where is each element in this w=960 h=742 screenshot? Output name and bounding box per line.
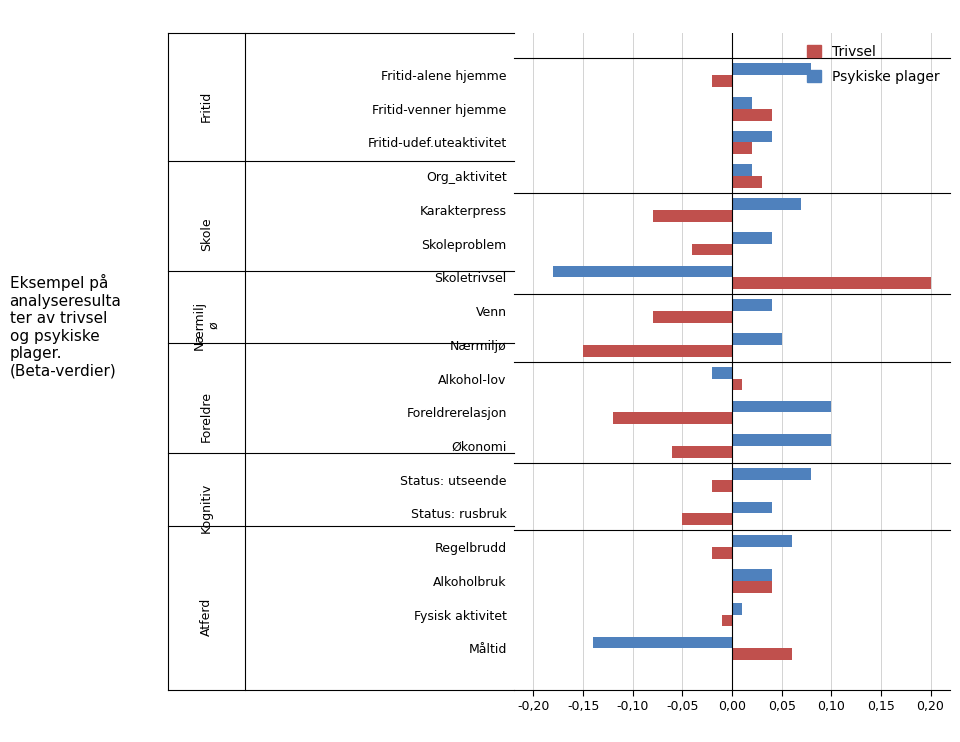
Text: Fritid: Fritid: [200, 91, 213, 122]
Bar: [722, 614, 732, 626]
Bar: [732, 63, 811, 75]
Text: Foreldre: Foreldre: [200, 391, 213, 442]
Bar: [732, 502, 772, 513]
Text: Eksempel på
analyseresulta
ter av trivsel
og psykiske
plager.
(Beta-verdier): Eksempel på analyseresulta ter av trivse…: [10, 275, 122, 378]
Bar: [672, 446, 732, 458]
Bar: [712, 480, 732, 491]
Bar: [732, 97, 752, 109]
Bar: [732, 603, 742, 614]
Bar: [553, 266, 732, 278]
Bar: [612, 413, 732, 424]
Bar: [732, 434, 831, 446]
Bar: [732, 278, 930, 289]
Bar: [712, 75, 732, 87]
Bar: [732, 378, 742, 390]
Bar: [732, 468, 811, 480]
Bar: [732, 333, 781, 345]
Bar: [732, 232, 772, 243]
Bar: [732, 165, 752, 176]
Bar: [732, 569, 772, 581]
Bar: [692, 243, 732, 255]
Bar: [653, 311, 732, 323]
Bar: [732, 536, 792, 547]
Bar: [732, 299, 772, 311]
Text: Nærmilj
ø: Nærmilj ø: [192, 301, 221, 349]
Bar: [732, 176, 762, 188]
Bar: [683, 513, 732, 525]
Bar: [593, 637, 732, 649]
Bar: [712, 547, 732, 559]
Bar: [732, 198, 802, 210]
Bar: [732, 131, 772, 142]
Bar: [732, 109, 772, 120]
Bar: [732, 581, 772, 593]
Bar: [712, 367, 732, 378]
Bar: [583, 345, 732, 357]
Bar: [732, 142, 752, 154]
Bar: [732, 649, 792, 660]
Text: Atferd: Atferd: [200, 598, 213, 636]
Legend: Trivsel, Psykiske plager: Trivsel, Psykiske plager: [803, 40, 944, 88]
Bar: [653, 210, 732, 222]
Bar: [732, 401, 831, 413]
Text: Skole: Skole: [200, 217, 213, 251]
Text: Kognitiv: Kognitiv: [200, 482, 213, 533]
